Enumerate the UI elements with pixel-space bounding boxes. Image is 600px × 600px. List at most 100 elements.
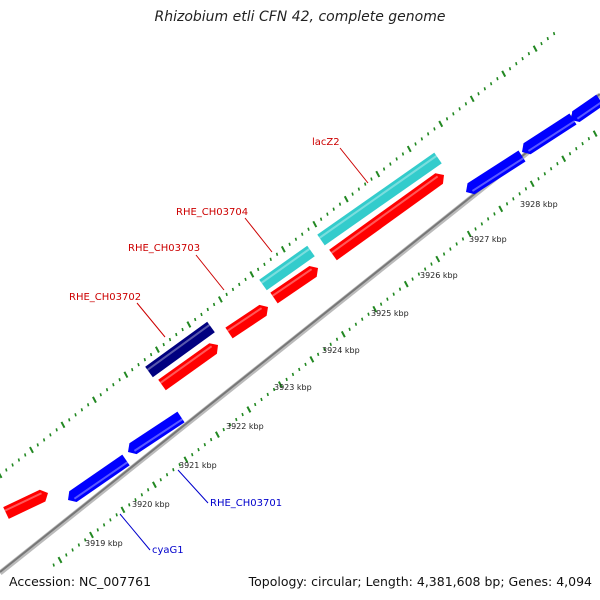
inner-tick-53 [392, 292, 395, 296]
inner-tick-0 [57, 556, 63, 564]
inner-tick-66 [474, 227, 477, 231]
outer-tick-59 [370, 177, 373, 181]
inner-tick-58 [424, 267, 427, 271]
gene-forward-RHE_CH03704-bevel [271, 268, 313, 297]
inner-tick-61 [442, 252, 446, 256]
inner-tick-80 [561, 155, 567, 163]
outer-tick-46 [288, 242, 291, 246]
gene-label-cyaG1[interactable]: cyaG1 [152, 545, 184, 556]
leader-RHE_CH03702 [136, 302, 166, 338]
inner-tick-83 [581, 141, 584, 146]
outer-tick-34 [212, 302, 216, 307]
inner-tick-70 [498, 205, 504, 213]
outer-tick-65 [406, 145, 412, 153]
tick-label-3925: 3925 kbp [371, 309, 409, 318]
inner-tick-72 [512, 197, 515, 201]
gene-label-RHE_CH03703[interactable]: RHE_CH03703 [128, 243, 200, 254]
inner-tick-23 [203, 442, 206, 447]
gene-features [3, 94, 600, 519]
outer-tick-45 [280, 245, 286, 253]
gene-label-lacZ2[interactable]: lacZ2 [312, 137, 340, 148]
outer-tick-1 [5, 468, 8, 472]
inner-tick-49 [367, 312, 370, 316]
inner-tick-7 [102, 523, 106, 527]
inner-tick-32 [260, 397, 263, 402]
inner-tick-28 [235, 417, 238, 422]
leader-RHE_CH03704 [244, 217, 273, 253]
inner-tick-59 [430, 262, 433, 266]
outer-tick-10 [60, 421, 66, 429]
outer-tick-81 [508, 67, 512, 71]
outer-tick-8 [49, 433, 52, 437]
outer-tick-7 [42, 438, 46, 442]
inner-tick-45 [340, 330, 346, 338]
outer-tick-22 [137, 362, 140, 367]
outer-tick-69 [433, 127, 436, 131]
map-title: Rhizobium etli CFN 42, complete genome [154, 9, 446, 25]
outer-tick-84 [527, 51, 531, 56]
outer-tick-29 [181, 327, 184, 332]
outer-tick-44 [275, 252, 279, 256]
outer-tick-57 [357, 187, 361, 191]
inner-tick-43 [329, 342, 332, 346]
outer-tick-61 [382, 167, 386, 171]
gene-reverse-cyaG1 [128, 411, 185, 455]
inner-tick-33 [266, 392, 269, 397]
outer-tick-4 [24, 453, 27, 457]
inner-tick-41 [316, 352, 320, 357]
inner-tick-39 [304, 362, 307, 367]
inner-tick-27 [228, 422, 232, 427]
inner-tick-row [52, 130, 598, 567]
inner-tick-57 [417, 272, 421, 276]
outer-tick-83 [521, 56, 524, 61]
inner-tick-67 [480, 222, 484, 226]
inner-tick-25 [214, 431, 220, 438]
outer-tick-55 [343, 195, 349, 203]
outer-tick-32 [200, 312, 203, 317]
inner-tick-63 [455, 242, 458, 246]
leader-cyaG1 [119, 513, 151, 551]
inner-tick-79 [556, 162, 559, 166]
gene-forward-RHE_CH03703 [225, 304, 268, 339]
outer-tick-85 [532, 45, 538, 52]
gene-label-RHE_CH03702[interactable]: RHE_CH03702 [69, 292, 141, 303]
gene-reverse-cyaG1-bevel [133, 418, 183, 452]
inner-tick-68 [486, 217, 490, 221]
inner-tick-26 [222, 427, 225, 432]
inner-tick-4 [84, 538, 87, 542]
outer-tick-36 [225, 292, 228, 297]
inner-tick-14 [146, 488, 150, 492]
inner-tick-73 [518, 192, 521, 196]
genome-summary-text: Topology: circular; Length: 4,381,608 bp… [248, 574, 592, 589]
outer-tick-58 [364, 182, 367, 186]
leader-RHE_CH03701 [177, 469, 209, 504]
inner-tick-50 [372, 305, 378, 313]
inner-tick-51 [379, 302, 383, 306]
inner-tick-44 [335, 337, 339, 341]
inner-tick-3 [77, 543, 81, 547]
gene-label-RHE_CH03704[interactable]: RHE_CH03704 [176, 207, 248, 218]
outer-tick-24 [149, 352, 153, 357]
inner-tick-85 [592, 130, 598, 137]
gene-cyan-lacZ2-bevel [318, 155, 438, 239]
outer-tick-76 [477, 92, 480, 96]
gene-reverse-RHE_CH03701 [68, 454, 130, 502]
gene-label-RHE_CH03701[interactable]: RHE_CH03701 [210, 498, 282, 509]
outer-tick-63 [395, 157, 398, 161]
outer-tick-18 [112, 383, 115, 387]
leader-lacZ2 [339, 147, 369, 184]
inner-tick-9 [115, 513, 118, 517]
outer-tick-42 [263, 262, 266, 267]
inner-tick-8 [109, 518, 112, 522]
outer-tick-52 [326, 212, 329, 216]
outer-tick-88 [552, 31, 556, 36]
outer-tick-38 [238, 282, 241, 287]
outer-tick-20 [123, 371, 129, 379]
outer-tick-5 [29, 446, 34, 454]
inner-tick-24 [209, 437, 213, 442]
inner-tick-36 [285, 377, 288, 382]
inner-tick-82 [575, 147, 578, 151]
tick-label-3928: 3928 kbp [520, 200, 558, 209]
inner-tick-76 [537, 177, 540, 181]
